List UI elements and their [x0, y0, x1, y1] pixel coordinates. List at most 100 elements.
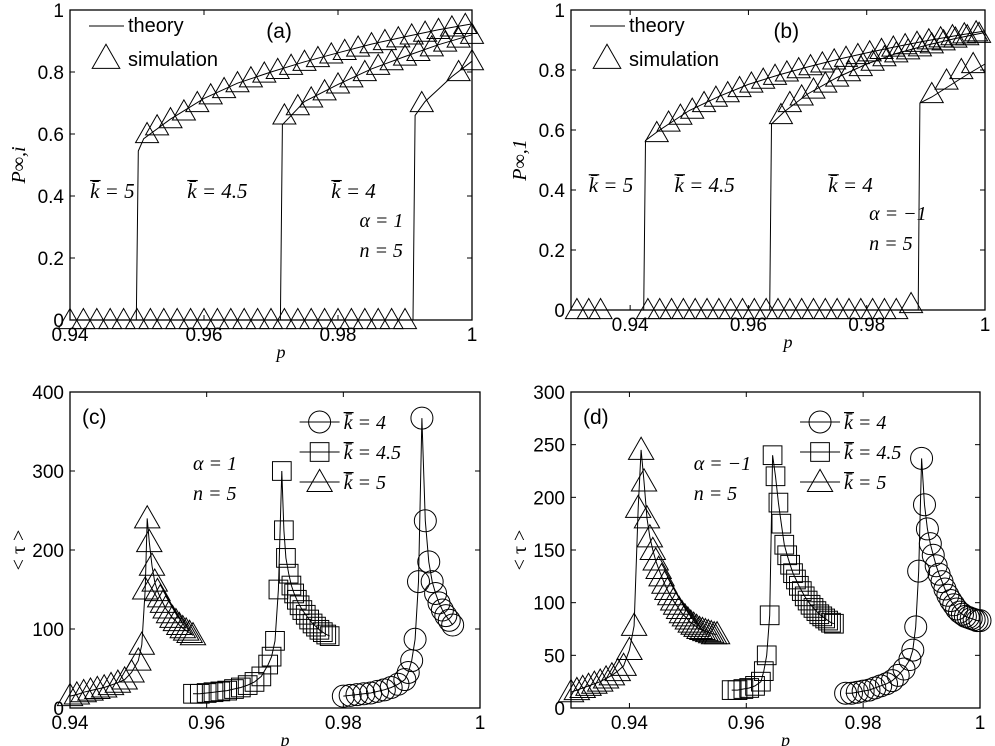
series-2	[331, 406, 465, 708]
y-tick-label: 0	[53, 699, 64, 720]
series-label-text: k̄ = 4	[331, 179, 376, 203]
simulation-marker	[774, 59, 800, 82]
simulation-marker	[848, 54, 874, 77]
simulation-marker	[151, 307, 177, 330]
simulation-marker	[285, 93, 311, 116]
data-marker	[915, 517, 939, 541]
y-axis-label: < τ >	[8, 530, 30, 571]
simulation-marker	[198, 82, 224, 105]
simulation-marker	[960, 51, 986, 74]
data-marker	[968, 609, 992, 633]
data-marker	[694, 618, 722, 643]
series-label: k̄ = 4.5	[187, 179, 248, 203]
data-marker	[759, 605, 780, 626]
data-marker	[756, 645, 777, 666]
simulation-marker	[459, 48, 485, 71]
theory-line	[571, 30, 986, 311]
data-marker	[933, 577, 957, 601]
data-marker	[912, 493, 936, 517]
x-tick-label: 1	[975, 713, 986, 734]
simulation-marker	[111, 307, 136, 330]
data-marker	[727, 680, 748, 700]
y-tick-label: 0.6	[539, 121, 565, 142]
x-tick-label: 0.98	[848, 315, 885, 336]
simulation-marker	[860, 49, 885, 71]
simulation-marker	[205, 307, 230, 330]
data-marker	[251, 666, 272, 687]
series-2: k̄ = 4	[70, 48, 485, 330]
x-axis-label: p	[279, 730, 290, 746]
y-tick-label: 250	[533, 436, 565, 457]
x-tick-label: 0.94	[52, 325, 89, 346]
legend-marker	[806, 468, 834, 492]
data-marker	[76, 676, 105, 701]
simulation-marker	[824, 64, 850, 87]
data-marker	[834, 681, 858, 705]
data-marker	[196, 683, 217, 703]
series-label: k̄ = 5	[90, 179, 135, 203]
data-marker	[815, 608, 836, 629]
x-tick-label: 0.94	[611, 713, 648, 734]
legend-marker	[808, 410, 832, 434]
data-marker	[261, 646, 282, 667]
data-marker	[697, 619, 725, 644]
data-marker	[918, 532, 942, 556]
data-marker	[176, 619, 204, 643]
data-marker	[413, 509, 437, 533]
simulation-marker	[916, 27, 942, 50]
data-marker	[319, 626, 340, 646]
data-marker	[169, 614, 197, 639]
simulation-marker	[943, 25, 968, 48]
data-marker	[158, 604, 187, 628]
simulation-marker	[706, 297, 732, 320]
data-marker	[276, 548, 296, 568]
data-marker	[901, 638, 925, 662]
theory-line	[70, 23, 473, 321]
simulation-marker	[272, 102, 297, 125]
simulation-marker	[406, 39, 431, 61]
data-marker	[441, 613, 465, 637]
data-marker	[331, 684, 355, 708]
simulation-marker	[656, 109, 681, 132]
y-tick-label: 200	[533, 488, 565, 509]
simulation-marker	[352, 59, 378, 82]
data-marker	[427, 591, 451, 615]
data-marker	[630, 467, 658, 492]
data-marker	[217, 680, 238, 701]
simulation-marker	[298, 307, 324, 330]
data-marker	[845, 680, 869, 704]
data-marker	[299, 609, 320, 630]
simulation-marker	[647, 297, 673, 320]
simulation-marker	[452, 12, 478, 35]
data-marker	[265, 631, 285, 651]
simulation-marker	[278, 53, 304, 75]
data-marker	[598, 661, 626, 686]
simulation-marker	[158, 106, 183, 129]
data-marker	[627, 436, 655, 460]
data-marker	[745, 676, 765, 696]
annotation-alpha: α = 1	[193, 453, 237, 475]
simulation-marker	[883, 297, 909, 320]
simulation-marker	[954, 23, 980, 46]
data-marker	[268, 579, 289, 600]
y-tick-label: 300	[32, 462, 64, 483]
data-marker	[557, 678, 585, 703]
simulation-marker	[272, 307, 297, 330]
simulation-marker	[919, 81, 945, 104]
y-tick-label: 0.4	[38, 187, 65, 208]
data-marker	[680, 611, 708, 635]
simulation-marker	[218, 307, 244, 330]
simulation-marker	[845, 42, 871, 65]
series-line	[570, 449, 718, 693]
data-marker	[610, 652, 638, 676]
panel-c: 0.94 0.96 0.98 1 0 100 200 300 400 p < τ > (c) k̄ = …	[8, 383, 485, 746]
annotation-n: n = 5	[193, 483, 237, 505]
simulation-marker	[715, 80, 741, 103]
y-tick-label: 300	[533, 383, 565, 404]
data-marker	[386, 672, 410, 696]
legend-label-text: k̄ = 4	[844, 412, 886, 434]
data-marker	[179, 621, 207, 646]
x-axis-label: p	[275, 342, 286, 362]
y-tick-label: 400	[32, 383, 64, 404]
simulation-marker	[312, 78, 337, 101]
